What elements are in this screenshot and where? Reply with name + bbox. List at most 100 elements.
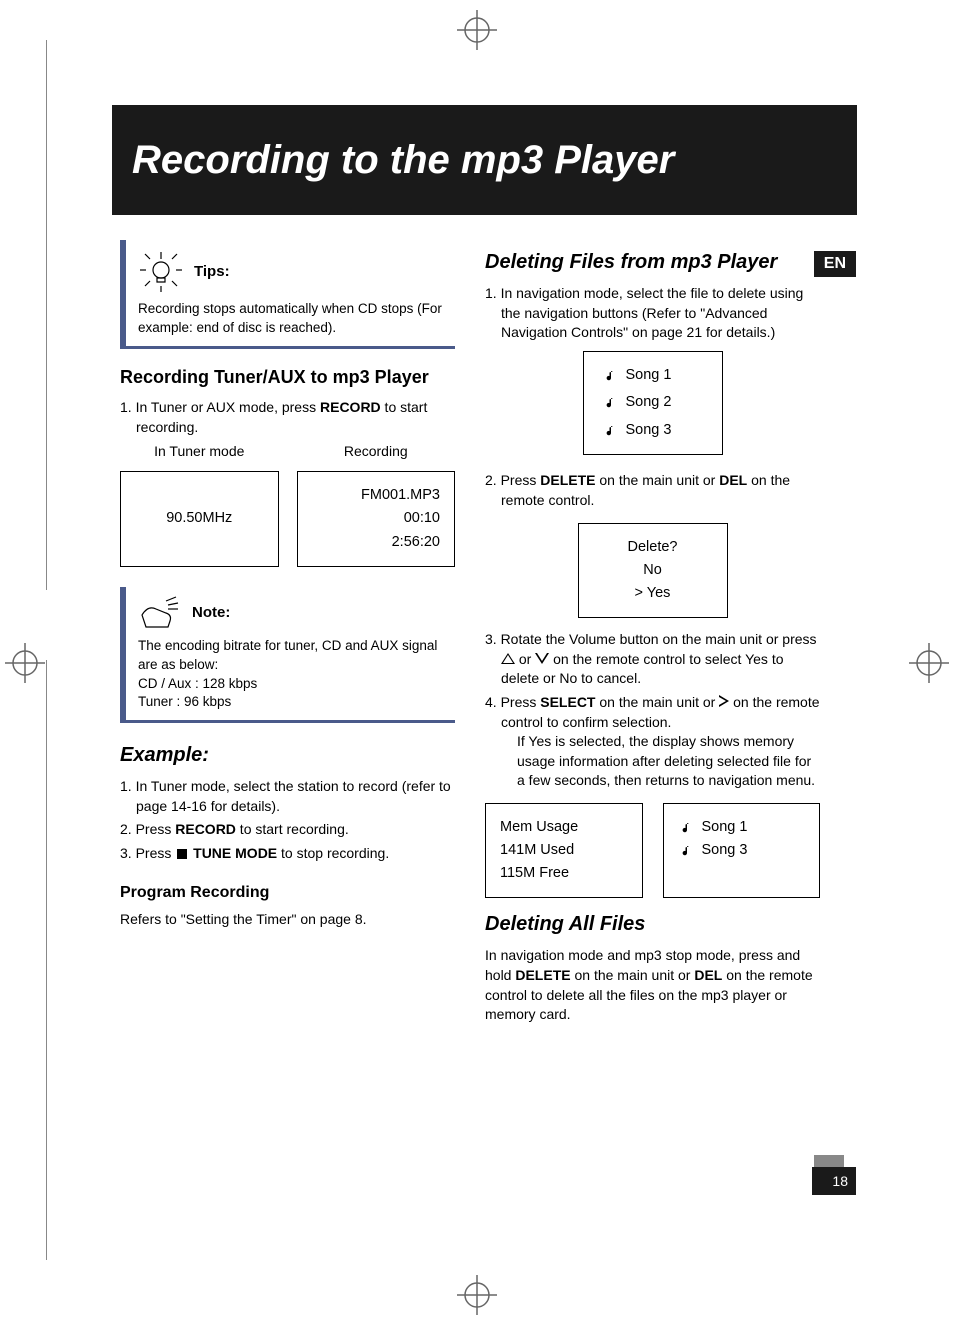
text-bold: TUNE MODE bbox=[189, 845, 277, 861]
step-text: 1. In Tuner or AUX mode, press RECORD to… bbox=[120, 398, 455, 437]
text-bold: DELETE bbox=[515, 967, 570, 983]
mode-labels-row: In Tuner mode Recording bbox=[120, 442, 455, 462]
text: on the main unit or bbox=[571, 967, 695, 983]
crop-mark-right-icon bbox=[909, 633, 949, 693]
stop-icon bbox=[177, 849, 187, 859]
lcd-pair: Mem Usage 141M Used 115M Free Song 1 Son… bbox=[485, 803, 820, 899]
text-bold: DEL bbox=[694, 967, 722, 983]
right-arrow-icon bbox=[719, 695, 729, 707]
body-text: In navigation mode and mp3 stop mode, pr… bbox=[485, 946, 820, 1024]
trim-line-icon bbox=[46, 660, 47, 1260]
list-item: Song 1 bbox=[678, 816, 806, 839]
step-text: 2. Press RECORD to start recording. bbox=[120, 820, 455, 840]
down-arrow-icon bbox=[535, 653, 549, 664]
list-item: Song 3 bbox=[602, 417, 704, 445]
section-title-deleting-all: Deleting All Files bbox=[485, 910, 820, 938]
music-note-icon bbox=[602, 424, 616, 438]
music-note-icon bbox=[678, 821, 692, 835]
step-text: 4. Press SELECT on the main unit or on t… bbox=[485, 693, 820, 791]
song-label: Song 2 bbox=[626, 389, 672, 417]
lcd-song-list: Song 1 Song 2 Song 3 bbox=[583, 351, 723, 456]
text: 2. Press bbox=[485, 472, 540, 488]
step-text: 1. In Tuner mode, select the station to … bbox=[120, 777, 455, 816]
list-item: Song 1 bbox=[602, 362, 704, 390]
lcd-text: Mem Usage bbox=[500, 816, 628, 839]
text-bold: DELETE bbox=[540, 472, 595, 488]
text: CD / Aux : 128 kbps bbox=[138, 676, 257, 691]
lcd-text: 00:10 bbox=[312, 507, 441, 530]
list-item: Song 3 bbox=[678, 839, 806, 862]
text-bold: RECORD bbox=[175, 821, 236, 837]
text: on the main unit or bbox=[595, 472, 719, 488]
text: or bbox=[519, 651, 535, 667]
page-title-bar: Recording to the mp3 Player bbox=[112, 105, 857, 215]
left-column: Tips: Recording stops automatically when… bbox=[120, 240, 455, 1025]
step-text: 2. Press DELETE on the main unit or DEL … bbox=[485, 471, 820, 510]
text-bold: DEL bbox=[719, 472, 747, 488]
mode-label-tuner: In Tuner mode bbox=[120, 442, 279, 462]
program-recording-heading: Program Recording bbox=[120, 882, 455, 904]
text: to stop recording. bbox=[277, 845, 389, 861]
lcd-tuner: 90.50MHz bbox=[120, 471, 279, 567]
lcd-text: Delete? bbox=[593, 536, 713, 559]
note-callout: Note: The encoding bitrate for tuner, CD… bbox=[120, 587, 455, 724]
text: 2. Press bbox=[120, 821, 175, 837]
lcd-text: 115M Free bbox=[500, 862, 628, 885]
crop-mark-top-icon bbox=[447, 10, 507, 50]
lcd-recording: FM001.MP3 00:10 2:56:20 bbox=[297, 471, 456, 567]
up-arrow-icon bbox=[501, 653, 515, 664]
lcd-text: FM001.MP3 bbox=[312, 484, 441, 507]
lcd-text: 141M Used bbox=[500, 839, 628, 862]
lcd-mem-usage: Mem Usage 141M Used 115M Free bbox=[485, 803, 643, 899]
list-item: Song 2 bbox=[602, 389, 704, 417]
lcd-song-list-after: Song 1 Song 3 bbox=[663, 803, 821, 899]
lightbulb-icon bbox=[138, 248, 184, 294]
page-number-badge: 18 bbox=[812, 1167, 856, 1195]
section-title-deleting-files: Deleting Files from mp3 Player bbox=[485, 248, 820, 276]
lcd-text: 90.50MHz bbox=[166, 507, 232, 530]
language-badge: EN bbox=[814, 251, 856, 277]
text: 3. Press bbox=[120, 845, 175, 861]
text: Tuner : 96 kbps bbox=[138, 694, 231, 709]
song-label: Song 3 bbox=[626, 417, 672, 445]
lcd-delete-prompt: Delete? No > Yes bbox=[578, 523, 728, 619]
text-bold: SELECT bbox=[540, 694, 595, 710]
right-column: Deleting Files from mp3 Player 1. In nav… bbox=[485, 240, 820, 1025]
music-note-icon bbox=[602, 369, 616, 383]
section-title-recording-tuner: Recording Tuner/AUX to mp3 Player bbox=[120, 367, 455, 389]
text: 4. Press bbox=[485, 694, 540, 710]
music-note-icon bbox=[678, 844, 692, 858]
text: 1. In Tuner or AUX mode, press bbox=[120, 399, 320, 415]
example-heading: Example: bbox=[120, 741, 455, 769]
tips-label: Tips: bbox=[194, 261, 230, 282]
text-bold: RECORD bbox=[320, 399, 381, 415]
program-recording-body: Refers to "Setting the Timer" on page 8. bbox=[120, 910, 455, 930]
tips-callout: Tips: Recording stops automatically when… bbox=[120, 240, 455, 349]
text: The encoding bitrate for tuner, CD and A… bbox=[138, 638, 437, 672]
lcd-text: 2:56:20 bbox=[312, 531, 441, 554]
text: If Yes is selected, the display shows me… bbox=[501, 732, 820, 791]
step-text: 3. Press TUNE MODE to stop recording. bbox=[120, 844, 455, 864]
music-note-icon bbox=[602, 396, 616, 410]
song-label: Song 1 bbox=[702, 816, 748, 839]
page-title: Recording to the mp3 Player bbox=[132, 138, 674, 183]
trim-line-icon bbox=[46, 40, 47, 590]
hand-note-icon bbox=[138, 595, 182, 631]
mode-label-recording: Recording bbox=[297, 442, 456, 462]
crop-mark-left-icon bbox=[5, 633, 45, 693]
text: on the main unit or bbox=[595, 694, 719, 710]
song-label: Song 1 bbox=[626, 362, 672, 390]
lcd-row: 90.50MHz FM001.MP3 00:10 2:56:20 bbox=[120, 471, 455, 567]
step-text: 1. In navigation mode, select the file t… bbox=[485, 284, 820, 343]
text: to start recording. bbox=[236, 821, 349, 837]
lcd-text: > Yes bbox=[593, 582, 713, 605]
song-label: Song 3 bbox=[702, 839, 748, 862]
lcd-text: No bbox=[593, 559, 713, 582]
note-label: Note: bbox=[192, 602, 230, 623]
note-body: The encoding bitrate for tuner, CD and A… bbox=[138, 637, 445, 713]
tips-body: Recording stops automatically when CD st… bbox=[138, 300, 445, 338]
step-text: 3. Rotate the Volume button on the main … bbox=[485, 630, 820, 689]
crop-mark-bottom-icon bbox=[447, 1275, 507, 1315]
page-number: 18 bbox=[832, 1173, 848, 1189]
text: 3. Rotate the Volume button on the main … bbox=[485, 631, 817, 647]
